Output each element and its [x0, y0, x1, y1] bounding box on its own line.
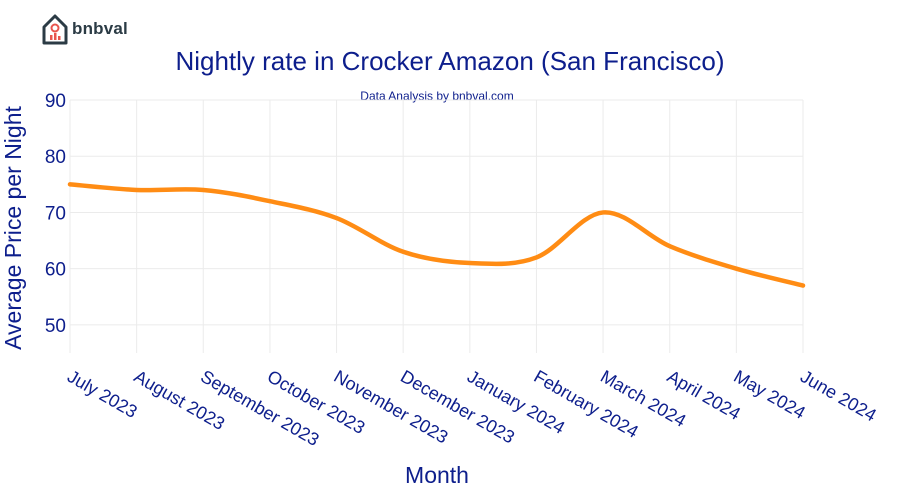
- data-point: [801, 283, 805, 288]
- y-tick-label: 80: [45, 147, 66, 168]
- y-tick-label: 70: [45, 203, 66, 224]
- data-point: [734, 266, 739, 271]
- data-point: [201, 187, 206, 192]
- data-point: [401, 249, 406, 254]
- series: [67, 182, 806, 288]
- data-point: [534, 255, 539, 260]
- data-point: [467, 261, 472, 266]
- y-tick-label: 60: [45, 260, 66, 281]
- x-tick-label: December 2023: [397, 366, 518, 447]
- chart-subtitle: Data Analysis by bnbval.com: [360, 89, 513, 103]
- x-tick-label: September 2023: [197, 366, 322, 450]
- x-tick-label: June 2024: [797, 366, 880, 425]
- x-tick-label: November 2023: [331, 366, 452, 447]
- x-tick-label: July 2023: [64, 366, 141, 422]
- y-axis-ticks: 50 60 70 80 90: [45, 91, 66, 337]
- data-point: [667, 244, 672, 249]
- chart-title: Nightly rate in Crocker Amazon (San Fran…: [175, 46, 724, 76]
- brand-logo: bnbval: [42, 12, 128, 46]
- x-tick-label: May 2024: [730, 366, 808, 423]
- y-axis-label: Average Price per Night: [0, 106, 26, 350]
- x-axis-label: Month: [405, 462, 469, 488]
- data-point: [267, 199, 272, 204]
- series-line: [67, 182, 806, 288]
- data-point: [68, 182, 72, 187]
- y-tick-label: 50: [45, 316, 66, 337]
- data-point: [601, 210, 606, 215]
- house-chart-icon: [42, 14, 68, 45]
- data-point: [134, 187, 139, 192]
- brand-name: bnbval: [72, 19, 128, 38]
- data-point: [334, 216, 339, 221]
- grid: [69, 99, 804, 353]
- y-tick-label: 90: [45, 91, 66, 112]
